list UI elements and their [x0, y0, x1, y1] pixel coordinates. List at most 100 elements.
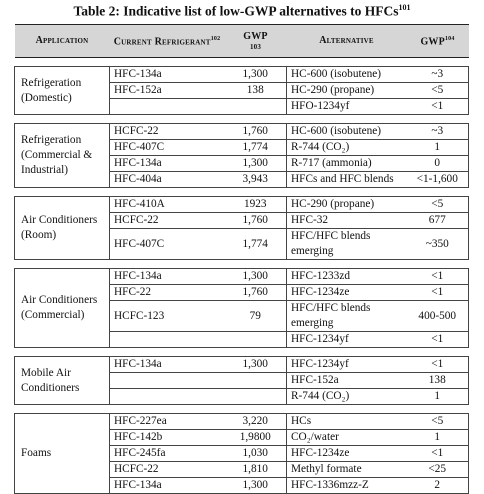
table-row: Refrigeration (Commercial & Industrial) H…	[14, 123, 469, 188]
current-refrigerant-cell: HFC-22	[109, 284, 225, 301]
alternative-cell: HFC-1234ze	[286, 445, 407, 462]
alternative-gwp-cell: 138	[406, 372, 469, 389]
table-row: HFC-1234yf <1	[15, 331, 469, 348]
hfc-alternatives-table: Application Current Refrigerant102 GWP 10…	[14, 24, 469, 494]
alternative-gwp-cell: <1-1,600	[406, 171, 469, 188]
current-refrigerant-cell: HFC-134a	[109, 66, 225, 83]
current-gwp-cell: 1,300	[224, 155, 287, 172]
current-refrigerant-cell: HCFC-22	[109, 123, 225, 140]
application-cell: Air Conditioners (Room)	[14, 196, 110, 260]
table-row: HFC-407C 1,774 R-744 (CO₂) 1	[15, 139, 469, 156]
alternative-gwp-cell: 677	[406, 212, 469, 229]
alternative-cell: HFC-152a	[286, 372, 407, 389]
table-row: Foams HFC-227ea 3,220 HCs <5	[14, 413, 469, 494]
current-gwp-cell: 1,760	[224, 123, 287, 140]
alternative-gwp-cell: <1	[406, 98, 469, 115]
current-refrigerant-cell: HFC-134a	[109, 356, 225, 373]
alternative-cell: HFC-1234yf	[286, 356, 407, 373]
alternative-gwp-cell: ~3	[406, 123, 469, 140]
table-row: Air Conditioners (Commercial) HFC-134a 1,3…	[14, 268, 469, 348]
table-row: HFC-142b 1,9800 CO₂/water 1	[15, 429, 469, 446]
current-refrigerant-cell: HFC-134a	[109, 268, 225, 285]
current-gwp-cell: 3,943	[224, 171, 287, 188]
current-gwp-cell: 1,300	[224, 268, 287, 285]
current-refrigerant-cell: HFC-134a	[109, 155, 225, 172]
alternative-cell: HFC-32	[286, 212, 407, 229]
current-gwp-cell	[224, 98, 287, 115]
alternative-cell: R-744 (CO₂)	[286, 388, 407, 405]
application-cell: Refrigeration (Commercial & Industrial)	[14, 123, 110, 188]
current-gwp-cell: 1,030	[224, 445, 287, 462]
current-gwp-cell: 1,300	[224, 477, 287, 494]
header-gwp-current: GWP 103	[224, 24, 287, 58]
table-row: HFC-152a 138	[15, 372, 469, 389]
current-gwp-cell	[224, 331, 287, 348]
current-refrigerant-cell: HFC-407C	[109, 228, 225, 260]
alternative-gwp-cell: 2	[406, 477, 469, 494]
alternative-cell: HC-600 (isobutene)	[286, 123, 407, 140]
current-refrigerant-cell: HFC-404a	[109, 171, 225, 188]
current-gwp-cell: 1,300	[224, 356, 287, 373]
current-gwp-cell: 1,9800	[224, 429, 287, 446]
alternative-gwp-cell: <1	[406, 284, 469, 301]
current-refrigerant-cell: HFC-245fa	[109, 445, 225, 462]
header-gwp-alternative: GWP104	[406, 24, 469, 58]
current-refrigerant-cell: HCFC-22	[109, 461, 225, 478]
alternative-gwp-cell: 1	[406, 429, 469, 446]
alternative-cell: CO₂/water	[286, 429, 407, 446]
current-gwp-cell: 3,220	[224, 413, 287, 430]
header-current-refrigerant: Current Refrigerant102	[109, 24, 225, 58]
group-spacer	[15, 348, 469, 357]
alternative-cell: HC-600 (isobutene)	[286, 66, 407, 83]
alternative-gwp-cell: 1	[406, 139, 469, 156]
group-spacer	[15, 115, 469, 124]
group-spacer	[15, 188, 469, 197]
alternative-cell: HFC/HFC blends emerging	[286, 228, 407, 260]
alternative-gwp-cell: <5	[406, 413, 469, 430]
header-application: Application	[14, 24, 110, 58]
application-cell: Foams	[14, 413, 110, 494]
alternative-cell: R-717 (ammonia)	[286, 155, 407, 172]
current-refrigerant-cell: HFC-142b	[109, 429, 225, 446]
alternative-cell: HFC-1234ze	[286, 284, 407, 301]
current-refrigerant-cell: HCFC-123	[109, 300, 225, 332]
table-body: Refrigeration (Domestic) HFC-134a 1,300 HC-…	[14, 58, 469, 494]
table-row: Mobile Air Conditioners HFC-134a 1,300 HFC-…	[14, 356, 469, 405]
application-cell: Mobile Air Conditioners	[14, 356, 110, 405]
current-gwp-cell: 1,300	[224, 66, 287, 83]
alternative-cell: Methyl formate	[286, 461, 407, 478]
alternative-gwp-cell: <1	[406, 356, 469, 373]
alternative-cell: HFCs and HFC blends	[286, 171, 407, 188]
table-row: HCFC-123 79 HFC/HFC blends emerging 400-500	[15, 300, 469, 332]
current-refrigerant-cell	[109, 388, 225, 405]
header-alternative: Alternative	[286, 24, 407, 58]
alternative-gwp-cell: ~3	[406, 66, 469, 83]
alternative-cell: HC-290 (propane)	[286, 196, 407, 213]
alternative-cell: R-744 (CO₂)	[286, 139, 407, 156]
current-gwp-cell: 79	[224, 300, 287, 332]
alternative-cell: HFC-1336mzz-Z	[286, 477, 407, 494]
table-row: R-744 (CO₂) 1	[15, 388, 469, 405]
group-spacer	[15, 405, 469, 414]
alternative-gwp-cell: <1	[406, 445, 469, 462]
current-refrigerant-cell: HFC-227ea	[109, 413, 225, 430]
current-gwp-cell: 1,774	[224, 139, 287, 156]
title-footnote-ref: 101	[398, 3, 411, 12]
application-cell: Air Conditioners (Commercial)	[14, 268, 110, 348]
table-row: HFC-404a 3,943 HFCs and HFC blends <1-1,600	[15, 171, 469, 188]
alternative-gwp-cell: 0	[406, 155, 469, 172]
current-gwp-cell: 138	[224, 82, 287, 99]
alternative-gwp-cell: 400-500	[406, 300, 469, 332]
current-gwp-cell: 1,760	[224, 212, 287, 229]
current-refrigerant-cell: HFC-134a	[109, 477, 225, 494]
current-gwp-cell: 1,774	[224, 228, 287, 260]
current-refrigerant-cell	[109, 372, 225, 389]
alternative-gwp-cell: ~350	[406, 228, 469, 260]
table-row: HFO-1234yf <1	[15, 98, 469, 115]
table-row: HFC-22 1,760 HFC-1234ze <1	[15, 284, 469, 301]
current-gwp-cell: 1,810	[224, 461, 287, 478]
table-row: HFC-152a 138 HC-290 (propane) <5	[15, 82, 469, 99]
current-gwp-cell	[224, 372, 287, 389]
table-title: Table 2: Indicative list of low-GWP alte…	[73, 3, 411, 19]
current-refrigerant-cell: HFC-407C	[109, 139, 225, 156]
